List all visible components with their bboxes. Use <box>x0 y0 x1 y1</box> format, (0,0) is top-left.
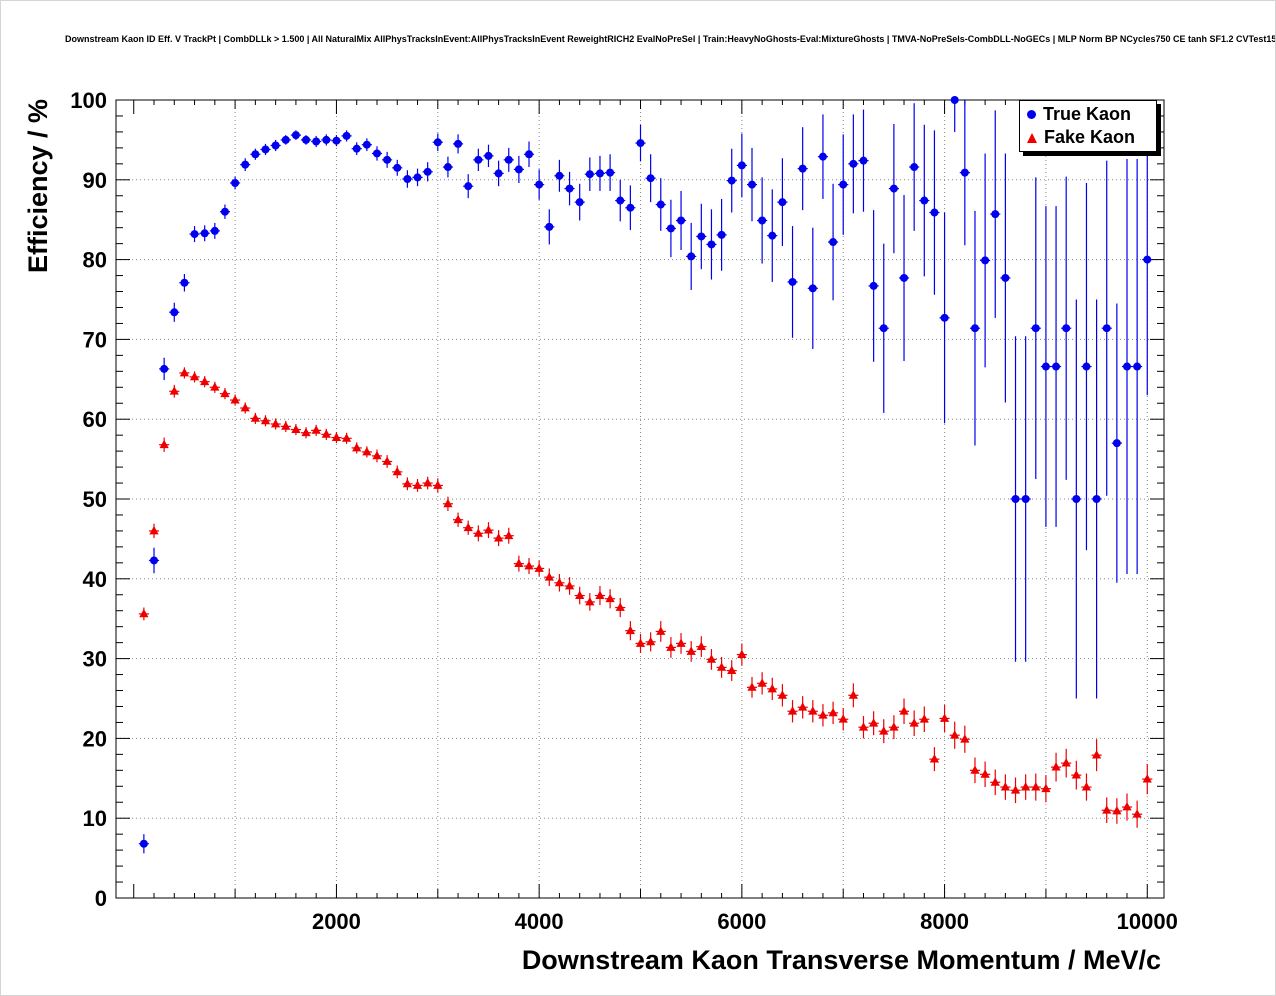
y-tick-labels: 0 10 20 30 40 50 60 70 80 90 100 <box>70 88 107 911</box>
svg-text:10: 10 <box>83 806 107 831</box>
true-kaon-circle-marker-icon <box>1027 110 1036 119</box>
errorbars-fake-kaon <box>138 367 1153 828</box>
gridlines <box>116 100 1164 898</box>
svg-text:8000: 8000 <box>920 909 969 934</box>
svg-text:50: 50 <box>83 487 107 512</box>
svg-text:90: 90 <box>83 168 107 193</box>
svg-text:70: 70 <box>83 327 107 352</box>
plot-title: Downstream Kaon ID Eff. V TrackPt | Comb… <box>65 34 1276 44</box>
errorbars-true-kaon <box>138 99 1153 854</box>
fake-kaon-triangle-marker-icon <box>1027 132 1037 143</box>
svg-text:10000: 10000 <box>1117 909 1178 934</box>
markers-fake-kaon <box>139 367 1152 818</box>
legend-label-true-kaon: True Kaon <box>1043 104 1132 124</box>
svg-text:4000: 4000 <box>515 909 564 934</box>
x-tick-labels: 2000 4000 6000 8000 10000 <box>312 909 1178 934</box>
svg-text:6000: 6000 <box>717 909 766 934</box>
legend-entry-true-kaon: True Kaon <box>1020 103 1156 126</box>
svg-text:30: 30 <box>83 647 107 672</box>
legend-label-fake-kaon: Fake Kaon <box>1044 127 1136 147</box>
svg-text:60: 60 <box>83 407 107 432</box>
legend: True Kaon Fake Kaon <box>1019 100 1157 152</box>
markers-true-kaon <box>139 96 1152 848</box>
x-axis-title: Downstream Kaon Transverse Momentum / Me… <box>521 945 1161 975</box>
axis-ticks <box>116 99 1164 899</box>
svg-text:2000: 2000 <box>312 909 361 934</box>
y-axis-title: Efficiency / % <box>23 98 53 273</box>
legend-entry-fake-kaon: Fake Kaon <box>1020 126 1156 149</box>
svg-text:100: 100 <box>70 88 107 113</box>
svg-text:80: 80 <box>83 248 107 273</box>
svg-text:20: 20 <box>83 726 107 751</box>
svg-text:0: 0 <box>95 886 107 911</box>
svg-text:40: 40 <box>83 567 107 592</box>
